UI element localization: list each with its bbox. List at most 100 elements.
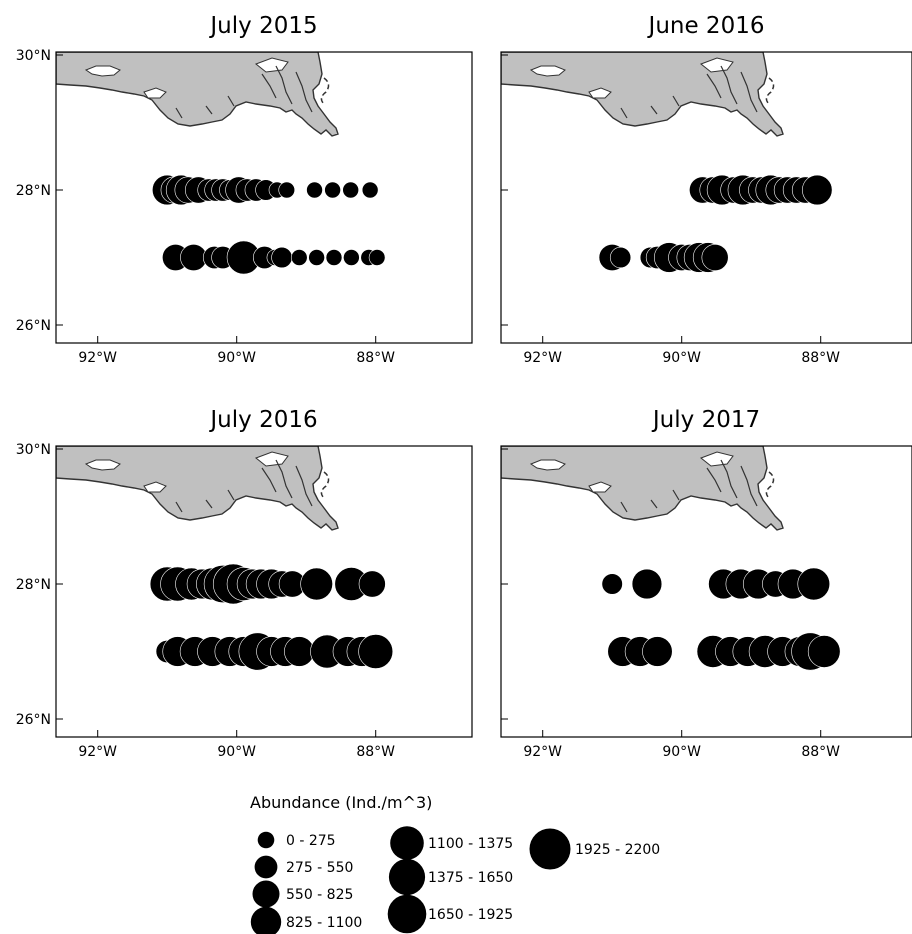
station-points	[598, 174, 833, 273]
abundance-point	[325, 249, 343, 266]
abundance-point	[300, 567, 333, 601]
legend-symbol	[252, 880, 280, 908]
panel-title: June 2016	[647, 13, 765, 39]
y-tick-label: 28°N	[16, 183, 51, 199]
abundance-point	[807, 635, 841, 668]
abundance-point	[631, 568, 663, 600]
bayou-channels	[175, 65, 313, 119]
panel-title: July 2016	[208, 407, 317, 433]
legend-label: 1925 - 2200	[575, 842, 660, 858]
map-panel: July 2015 92°W 90°W 88°W 26°N 28°N 30°N	[16, 13, 473, 366]
panel-title: July 2015	[208, 13, 317, 39]
station-points	[601, 567, 841, 671]
x-tick-label: 88°W	[801, 744, 840, 760]
lake	[84, 65, 121, 77]
abundance-point	[290, 249, 308, 266]
x-tick-label: 88°W	[801, 350, 840, 366]
abundance-point	[180, 244, 208, 272]
abundance-point	[642, 636, 673, 667]
abundance-point	[358, 570, 386, 598]
barrier-islands	[320, 471, 330, 499]
abundance-point	[601, 573, 623, 595]
coastline-land	[56, 446, 339, 531]
map-panel: July 2017 92°W 90°W 88°W	[500, 407, 912, 760]
x-tick-label: 90°W	[217, 350, 256, 366]
legend-label: 825 - 1100	[286, 915, 362, 931]
lake	[529, 459, 566, 471]
legend-symbol	[388, 858, 426, 896]
abundance-point	[278, 181, 296, 199]
lake	[84, 459, 121, 471]
barrier-islands	[765, 471, 775, 499]
x-tick-label: 92°W	[78, 350, 117, 366]
legend-item: 550 - 825	[252, 880, 353, 908]
x-tick-label: 90°W	[662, 350, 701, 366]
legend-item: 1100 - 1375	[390, 826, 513, 860]
station-points	[149, 563, 394, 671]
x-tick-label: 88°W	[356, 744, 395, 760]
abundance-point	[306, 181, 323, 199]
y-tick-label: 28°N	[16, 577, 51, 593]
abundance-point	[358, 634, 394, 669]
legend-label: 1375 - 1650	[428, 870, 513, 886]
louisiana-land	[56, 446, 339, 531]
abundance-point	[609, 246, 632, 269]
legend-symbol	[254, 855, 278, 879]
legend-label: 550 - 825	[286, 887, 353, 903]
y-tick-label: 26°N	[16, 318, 51, 334]
legend-label: 1100 - 1375	[428, 836, 513, 852]
lake	[700, 451, 734, 467]
abundance-point	[271, 246, 293, 269]
abundance-point	[361, 181, 379, 199]
legend-symbol	[390, 826, 424, 860]
station-points	[152, 174, 386, 275]
x-tick-label: 92°W	[78, 744, 117, 760]
lake	[700, 57, 734, 73]
louisiana-land	[501, 52, 784, 137]
barrier-islands	[320, 77, 330, 105]
y-tick-label: 30°N	[16, 442, 51, 458]
barrier-islands	[765, 77, 775, 105]
abundance-point	[324, 181, 341, 199]
louisiana-land	[56, 52, 339, 137]
legend-item: 825 - 1100	[250, 906, 362, 934]
legend: Abundance (Ind./m^3) 0 - 275 275 - 550 550 …	[250, 793, 660, 934]
x-tick-label: 90°W	[662, 744, 701, 760]
louisiana-land	[501, 446, 784, 531]
legend-symbol	[387, 894, 427, 934]
lake	[255, 451, 289, 467]
map-frame	[55, 51, 473, 344]
abundance-point	[284, 636, 315, 667]
x-tick-label: 92°W	[523, 744, 562, 760]
abundance-point	[802, 174, 833, 206]
legend-symbol	[250, 906, 282, 934]
lake	[588, 481, 612, 493]
abundance-point	[308, 249, 325, 266]
legend-symbol	[529, 828, 571, 870]
bayou-channels	[620, 459, 758, 513]
legend-item: 0 - 275	[257, 831, 336, 849]
map-panel: July 2016 92°W 90°W 88°W 26°N 28°N 30°N	[16, 407, 473, 760]
x-tick-label: 88°W	[356, 350, 395, 366]
legend-item: 1650 - 1925	[387, 894, 513, 934]
legend-title: Abundance (Ind./m^3)	[250, 793, 432, 812]
bayou-channels	[620, 65, 758, 119]
abundance-point	[343, 249, 360, 266]
x-tick-label: 90°W	[217, 744, 256, 760]
legend-symbol	[257, 831, 275, 849]
coastline-land	[501, 52, 784, 137]
lake	[529, 65, 566, 77]
panel-title: July 2017	[651, 407, 760, 433]
map-frame	[500, 445, 912, 738]
lake	[143, 481, 167, 493]
abundance-point	[701, 244, 729, 272]
lake	[588, 87, 612, 99]
abundance-point	[797, 567, 831, 601]
coastline-land	[501, 446, 784, 531]
abundance-point	[342, 181, 359, 199]
map-panel: June 2016 92°W 90°W 88°W	[500, 13, 912, 366]
legend-label: 1650 - 1925	[428, 907, 513, 923]
coastline-land	[56, 52, 339, 137]
y-tick-label: 26°N	[16, 712, 51, 728]
